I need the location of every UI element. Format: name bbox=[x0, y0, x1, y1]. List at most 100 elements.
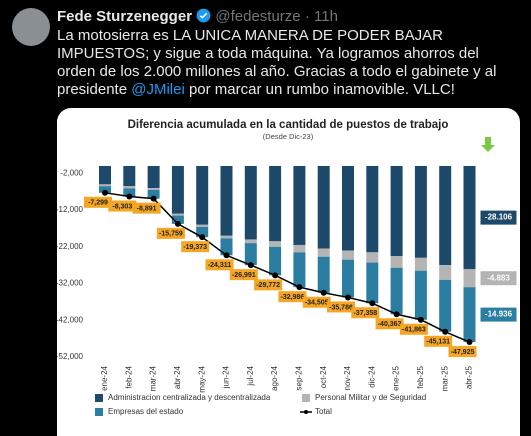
tweet-header: Fede Sturzenegger @fedesturze · 11h bbox=[57, 8, 338, 25]
bar-segment bbox=[123, 188, 136, 197]
total-label-box bbox=[156, 227, 185, 239]
x-tick-label: abr-24 bbox=[173, 365, 182, 389]
bar-segment bbox=[244, 166, 257, 240]
bar-segment bbox=[366, 252, 379, 263]
legend-label: Total bbox=[315, 407, 332, 416]
x-tick-label: ene-24 bbox=[100, 365, 109, 390]
value-label: -28.106 bbox=[485, 213, 513, 222]
y-tick-label: -52,000 bbox=[57, 352, 84, 361]
total-line bbox=[104, 192, 470, 343]
y-tick-label: -12,000 bbox=[57, 205, 84, 214]
x-tick-label: dic-24 bbox=[367, 365, 376, 387]
total-label: -29,772 bbox=[256, 282, 280, 289]
x-tick-label: feb-24 bbox=[124, 365, 133, 388]
chart[interactable]: Diferencia acumulada en la cantidad de p… bbox=[57, 108, 520, 436]
bar-segment bbox=[99, 166, 111, 185]
total-label: -40,363 bbox=[378, 321, 402, 328]
total-label: -32,986 bbox=[281, 294, 305, 301]
x-tick-label: may-24 bbox=[197, 365, 206, 392]
bar-segment bbox=[414, 270, 427, 320]
tweet-body: La motosierra es LA UNICA MANERA DE PODE… bbox=[57, 27, 519, 99]
bar-segment bbox=[147, 189, 160, 199]
total-point bbox=[296, 284, 303, 291]
avatar[interactable] bbox=[12, 8, 50, 46]
total-label-box bbox=[254, 279, 283, 291]
total-label-box bbox=[351, 307, 380, 319]
bar-segment bbox=[390, 255, 403, 268]
total-point bbox=[223, 252, 230, 259]
author[interactable]: Fede Sturzenegger bbox=[57, 8, 193, 25]
bar-segment bbox=[414, 166, 427, 258]
total-point bbox=[320, 289, 327, 296]
bar-segment bbox=[220, 235, 233, 239]
bar-segment bbox=[463, 287, 476, 343]
total-label: -7,299 bbox=[88, 200, 108, 207]
bar-segment bbox=[171, 166, 184, 214]
value-label-box bbox=[480, 210, 517, 225]
x-tick-label: oct-24 bbox=[319, 365, 328, 388]
x-tick-label: nov-24 bbox=[343, 365, 352, 390]
x-tick-label: sep-24 bbox=[295, 365, 304, 390]
total-point bbox=[174, 220, 181, 227]
x-tick-label: feb-25 bbox=[416, 365, 425, 388]
bar-segment bbox=[147, 188, 160, 190]
bar-segment bbox=[293, 166, 306, 245]
total-label: -35,786 bbox=[329, 304, 353, 311]
time[interactable]: 11h bbox=[314, 8, 338, 25]
total-label-box bbox=[448, 346, 477, 358]
bar-segment bbox=[342, 259, 354, 298]
bar-segment bbox=[123, 186, 136, 189]
bar-segment bbox=[366, 262, 379, 304]
total-label: -19,373 bbox=[183, 244, 207, 251]
bar-segment bbox=[439, 166, 452, 266]
total-label-box bbox=[327, 301, 355, 313]
bar-segment bbox=[439, 279, 452, 332]
bar-segment bbox=[269, 166, 282, 242]
y-tick-label: -22,000 bbox=[57, 242, 84, 251]
chart-title: Diferencia acumulada en la cantidad de p… bbox=[128, 119, 449, 131]
bar-segment bbox=[171, 215, 184, 224]
value-label: -14.936 bbox=[485, 310, 513, 319]
legend-label: Administracion centralizada y descentral… bbox=[108, 393, 271, 402]
total-point bbox=[272, 272, 279, 279]
total-label: -26,991 bbox=[232, 272, 256, 279]
total-label-box bbox=[84, 196, 112, 208]
handle[interactable]: @fedesturze bbox=[215, 8, 301, 25]
legend-label: Empresas del estado bbox=[108, 407, 184, 416]
mention[interactable]: @JMilei bbox=[131, 81, 185, 98]
bar-segment bbox=[196, 224, 209, 227]
total-label: -8,303 bbox=[112, 203, 132, 210]
bar-segment bbox=[317, 248, 330, 257]
total-label-box bbox=[181, 241, 210, 253]
x-tick-label: mar-25 bbox=[440, 365, 449, 391]
total-point bbox=[199, 234, 206, 241]
bar-segment bbox=[196, 226, 209, 238]
bar-segment bbox=[390, 267, 403, 315]
value-label-box bbox=[480, 271, 517, 286]
legend-swatch bbox=[95, 394, 103, 402]
bar-segment bbox=[463, 166, 476, 270]
body-text: La motosierra es LA UNICA MANERA DE PODE… bbox=[57, 27, 497, 98]
bar-segment bbox=[171, 213, 184, 216]
total-point bbox=[417, 316, 424, 323]
x-tick-label: abr-25 bbox=[465, 365, 474, 389]
value-label: -4.883 bbox=[487, 273, 510, 282]
legend-label: Personal Militar y de Seguridad bbox=[315, 393, 426, 402]
total-label: -24,311 bbox=[208, 262, 231, 269]
bar-segment bbox=[244, 239, 257, 244]
bar-segment bbox=[147, 166, 160, 189]
x-tick-label: mar-24 bbox=[149, 365, 158, 391]
total-label: -8,891 bbox=[137, 206, 157, 213]
bar-segment bbox=[390, 166, 403, 256]
legend-swatch bbox=[302, 394, 310, 402]
bar-segment bbox=[293, 244, 306, 253]
verified-badge bbox=[196, 8, 211, 23]
bar-segment bbox=[342, 250, 354, 260]
y-tick-label: -32,000 bbox=[57, 279, 84, 288]
total-label-box bbox=[229, 269, 258, 281]
total-label-box bbox=[302, 296, 331, 308]
bar-segment bbox=[220, 238, 233, 256]
x-tick-label: jun-24 bbox=[222, 365, 231, 389]
bar-segment bbox=[99, 184, 111, 187]
y-tick-label: -2,000 bbox=[60, 168, 83, 177]
